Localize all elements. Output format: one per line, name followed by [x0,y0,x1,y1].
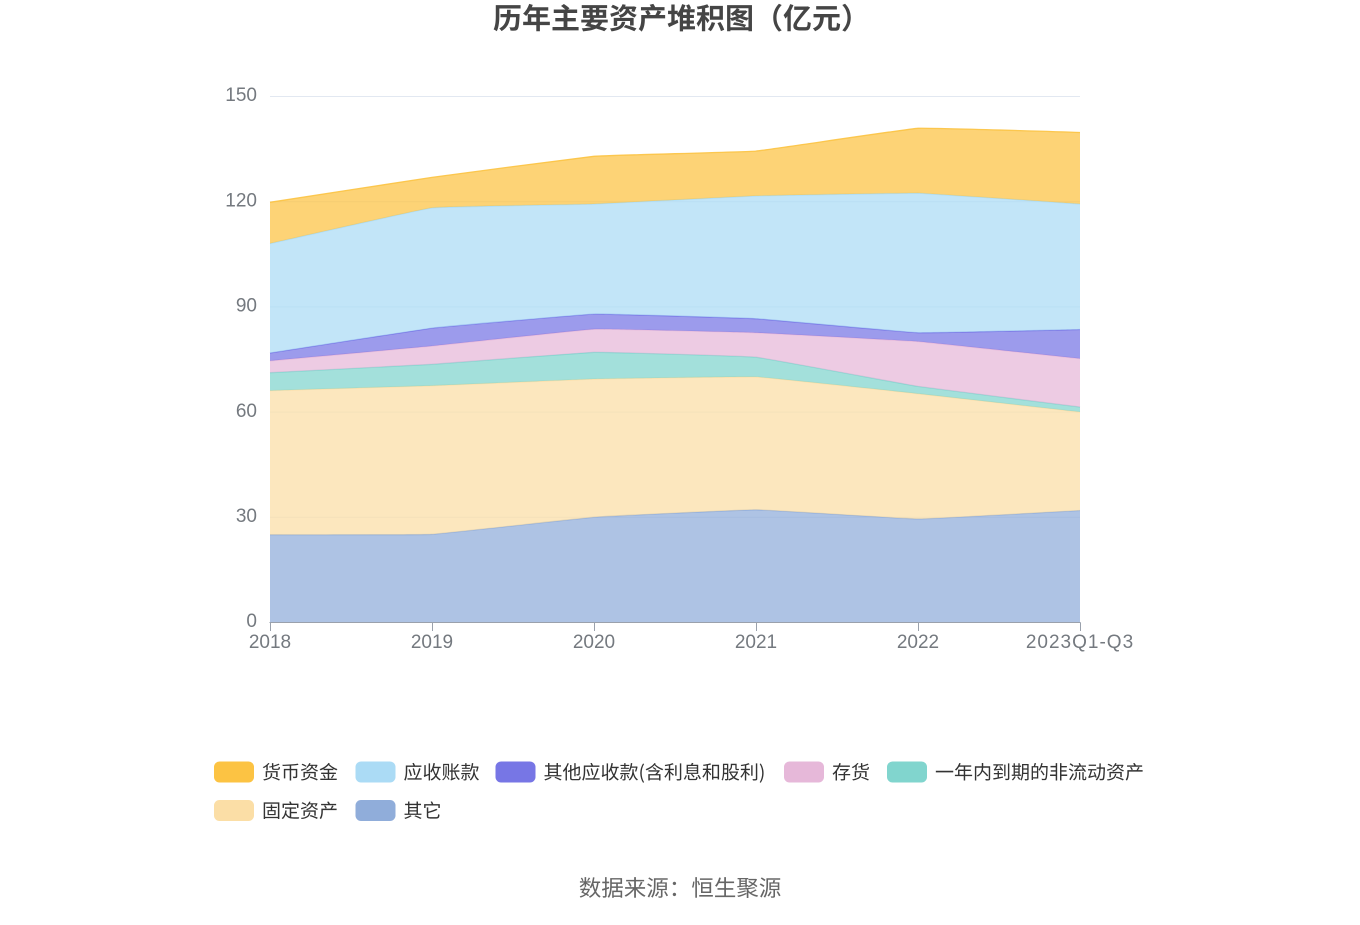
svg-text:2021: 2021 [735,632,777,653]
svg-text:2022: 2022 [897,632,939,653]
svg-text:30: 30 [236,506,257,527]
svg-text:2023Q1-Q3: 2023Q1-Q3 [1026,632,1134,653]
svg-text:0: 0 [246,611,257,632]
svg-text:2020: 2020 [573,632,615,653]
svg-text:90: 90 [236,296,257,317]
svg-text:120: 120 [225,190,257,211]
svg-text:2018: 2018 [249,632,291,653]
svg-text:2019: 2019 [411,632,453,653]
svg-text:150: 150 [225,85,257,106]
svg-text:60: 60 [236,401,257,422]
